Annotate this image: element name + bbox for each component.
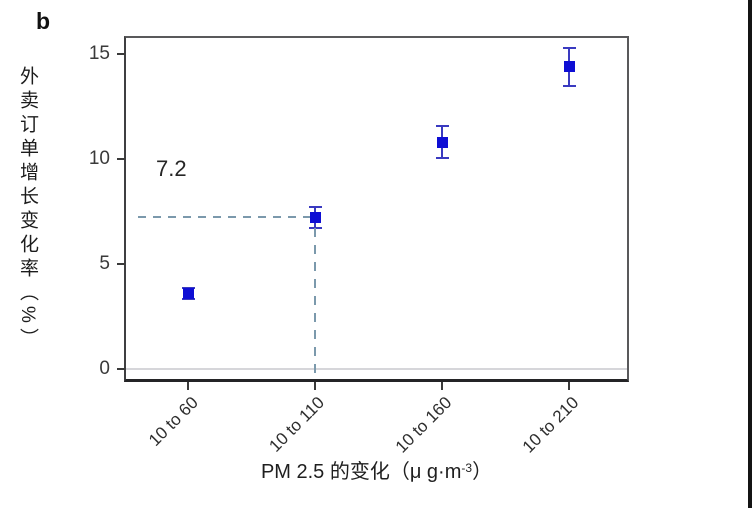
y-tick-label: 10 [88, 148, 110, 169]
error-bar-cap-top [436, 125, 449, 128]
x-tick-label-text: 10 to 160 [391, 393, 456, 457]
x-tick-label-text: 10 to 110 [265, 393, 329, 456]
y-axis-tick [117, 158, 125, 160]
plot-area: 7.2 0 5 10 15 10 to 60 10 to 110 10 to 160 10 t… [89, 36, 629, 457]
data-point-marker [309, 212, 321, 224]
y-axis-tick [117, 368, 125, 370]
error-bar-cap-bottom [563, 84, 576, 87]
data-point-marker [436, 136, 448, 148]
data-point-marker [182, 287, 194, 299]
y-axis-tick [117, 263, 125, 265]
data-point-marker [563, 61, 575, 73]
x-axis-label: PM 2.5 的变化（μ g·m-3） [124, 455, 629, 484]
y-tick-label: 5 [99, 253, 110, 274]
x-axis-tick [441, 382, 443, 390]
error-bar-cap-bottom [436, 156, 449, 159]
zero-reference-line [126, 368, 627, 370]
annotation-value-label: 7.2 [156, 156, 187, 181]
panel-label: b [36, 8, 51, 34]
x-axis-label-superscript: -3 [461, 461, 473, 475]
image-right-edge [748, 0, 752, 508]
x-axis-tick [568, 382, 570, 390]
annotation-dashed-horizontal-line [138, 216, 315, 218]
error-bar-cap-top [563, 46, 576, 49]
x-tick-label-text: 10 to 60 [144, 393, 202, 450]
x-tick-label-text: 10 to 210 [518, 393, 583, 457]
x-axis-tick [314, 382, 316, 390]
y-axis-label: 外卖订单增长变化率（%） [17, 66, 38, 352]
x-axis-label-main: PM 2.5 的变化（μ g·m [260, 461, 462, 483]
x-axis-tick [187, 382, 189, 390]
y-tick-label: 15 [88, 43, 110, 64]
annotation-dashed-vertical-line [314, 228, 316, 379]
y-tick-label: 0 [99, 358, 110, 379]
y-axis-tick [117, 53, 125, 55]
error-bar-cap-top [309, 206, 322, 209]
x-axis-label-close: ） [472, 461, 493, 483]
